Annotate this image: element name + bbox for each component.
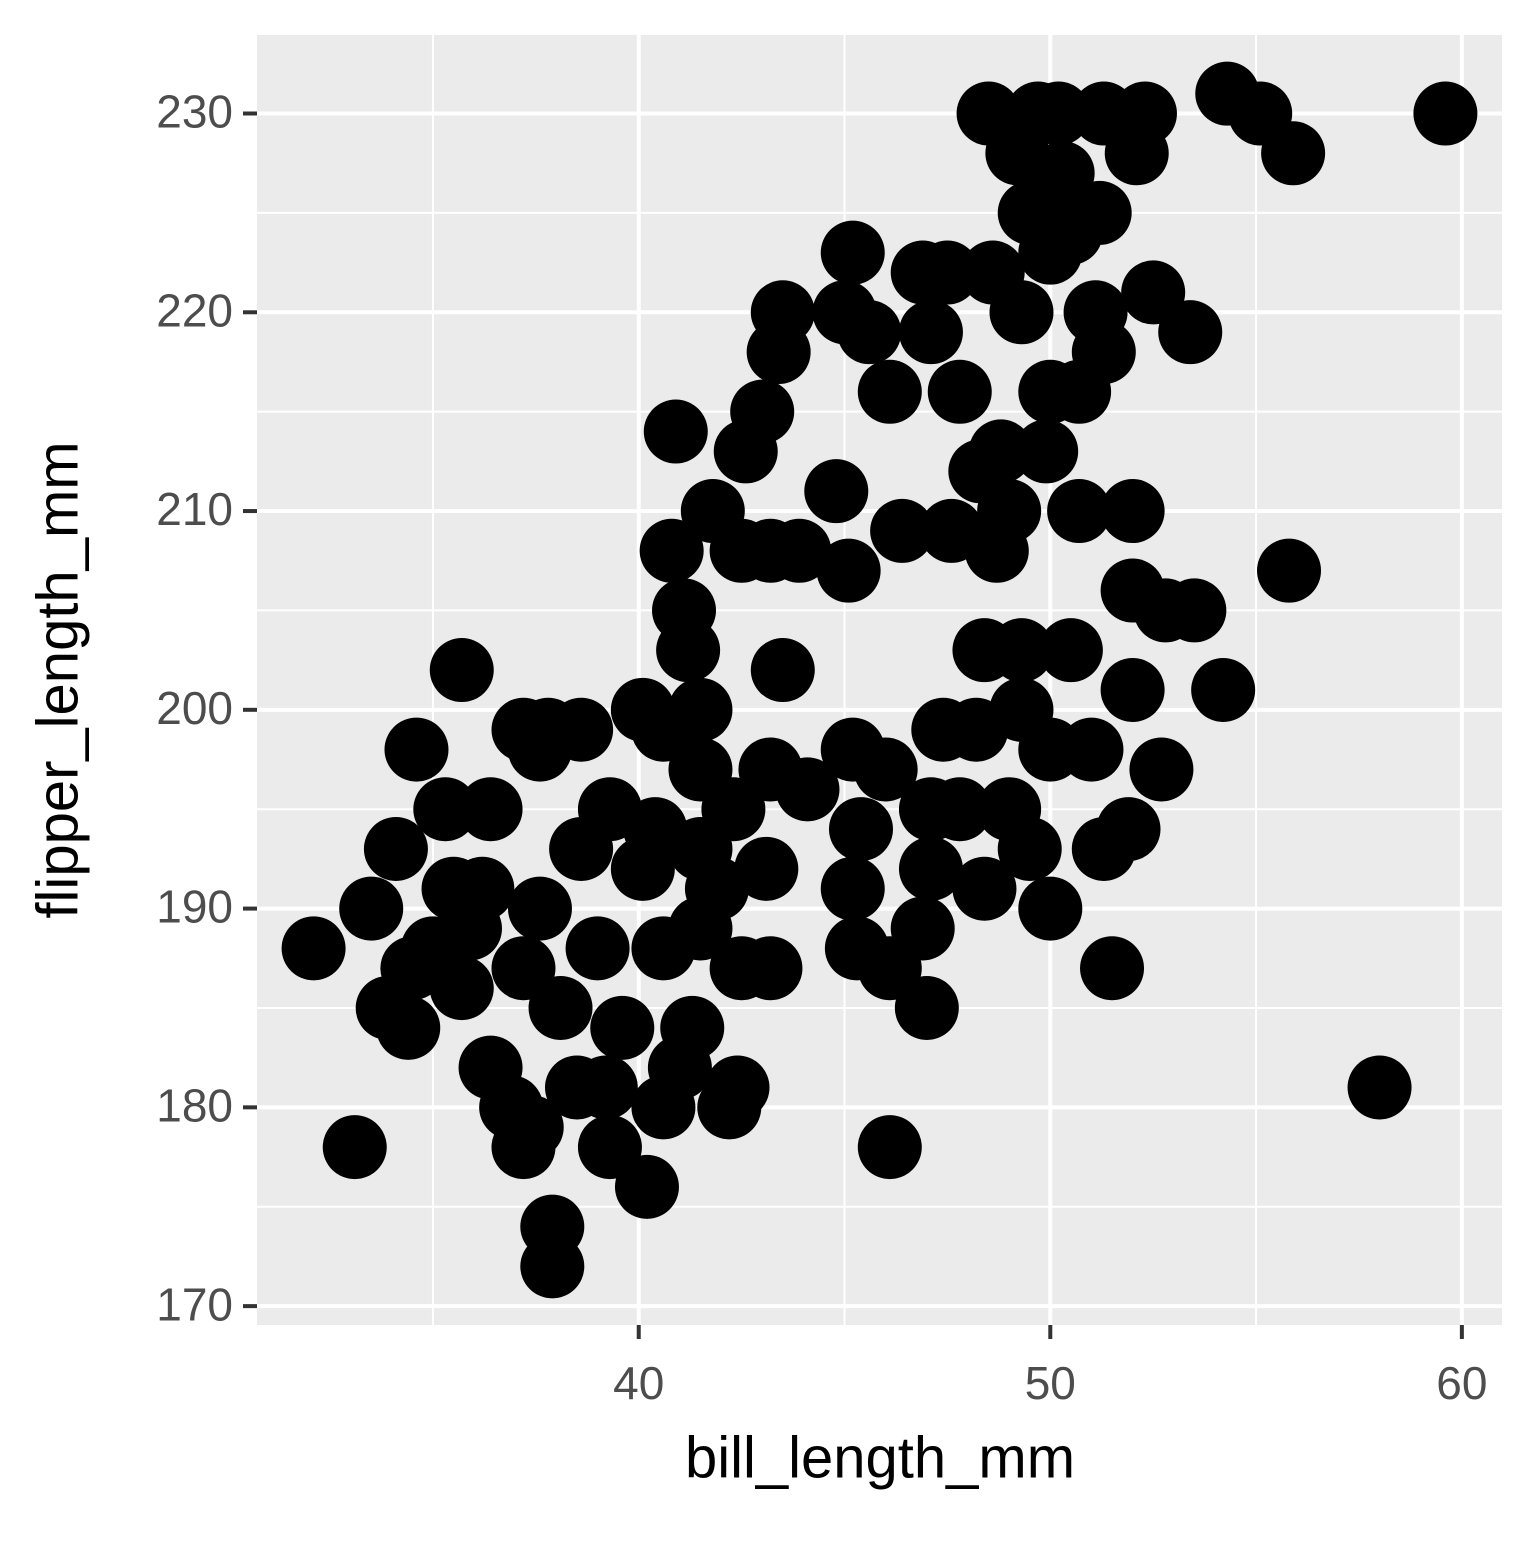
point (857, 359, 922, 424)
y-tick-label: 190 (156, 881, 233, 933)
point (1104, 121, 1169, 186)
point (1096, 797, 1161, 862)
point (322, 1115, 387, 1180)
point (363, 816, 428, 881)
point (1018, 876, 1083, 941)
point (853, 737, 918, 802)
point (989, 280, 1054, 345)
point (376, 995, 441, 1060)
point (614, 1154, 679, 1219)
point (870, 498, 935, 563)
point (1080, 936, 1145, 1001)
point (647, 1035, 712, 1100)
point (507, 876, 572, 941)
point (1257, 538, 1322, 603)
y-tick-label: 210 (156, 483, 233, 535)
point (898, 777, 963, 842)
point (1158, 300, 1223, 365)
point (458, 777, 523, 842)
point (1038, 618, 1103, 683)
point (952, 856, 1017, 921)
point (631, 916, 696, 981)
point (1413, 81, 1478, 146)
point (429, 638, 494, 703)
x-tick-label: 50 (1025, 1357, 1076, 1409)
point (898, 836, 963, 901)
point (705, 1055, 770, 1120)
point (730, 379, 795, 444)
point (549, 697, 614, 762)
y-tick-label: 230 (156, 86, 233, 138)
point (573, 1055, 638, 1120)
point (421, 856, 486, 921)
y-tick-label: 170 (156, 1278, 233, 1330)
point (520, 1234, 585, 1299)
point (639, 518, 704, 583)
point (701, 777, 766, 842)
point (968, 419, 1033, 484)
point (281, 916, 346, 981)
point (804, 459, 869, 524)
point (413, 777, 478, 842)
point (1191, 657, 1256, 722)
point (1162, 578, 1227, 643)
point (1063, 280, 1128, 345)
point (738, 936, 803, 1001)
point (1129, 737, 1194, 802)
point (1038, 200, 1103, 265)
point (1014, 419, 1079, 484)
point (767, 518, 832, 583)
y-tick-label: 220 (156, 284, 233, 336)
point (927, 359, 992, 424)
point (668, 677, 733, 742)
point (491, 936, 556, 1001)
point (1018, 717, 1083, 782)
y-tick-label: 200 (156, 682, 233, 734)
point (652, 578, 717, 643)
point (750, 280, 815, 345)
point (1261, 121, 1326, 186)
point (857, 1115, 922, 1180)
point (1026, 81, 1091, 146)
point (816, 538, 881, 603)
point (339, 876, 404, 941)
point (944, 697, 1009, 762)
point (590, 995, 655, 1060)
point (499, 1095, 564, 1160)
point (952, 618, 1017, 683)
point (565, 916, 630, 981)
y-tick-label: 180 (156, 1080, 233, 1132)
point (985, 121, 1050, 186)
point (775, 757, 840, 822)
point (1347, 1055, 1412, 1120)
x-tick-label: 40 (613, 1357, 664, 1409)
point (623, 797, 688, 862)
y-axis-label: flipper_length_mm (25, 441, 90, 918)
point (824, 916, 889, 981)
point (977, 777, 1042, 842)
point (820, 856, 885, 921)
point (1047, 479, 1112, 544)
point (429, 956, 494, 1021)
point (964, 518, 1029, 583)
point (1100, 479, 1165, 544)
point (643, 399, 708, 464)
point (820, 220, 885, 285)
point (837, 300, 902, 365)
x-tick-label: 60 (1436, 1357, 1487, 1409)
point (828, 797, 893, 862)
point (734, 836, 799, 901)
point (898, 300, 963, 365)
x-axis-label: bill_length_mm (685, 1425, 1075, 1490)
point (384, 717, 449, 782)
point (1100, 657, 1165, 722)
point (915, 240, 980, 305)
point (750, 638, 815, 703)
